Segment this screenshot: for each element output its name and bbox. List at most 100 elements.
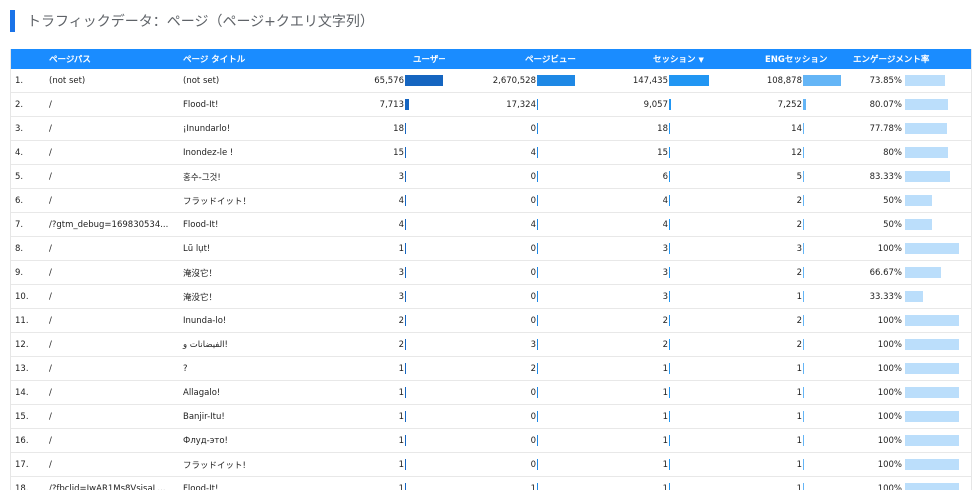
table-row[interactable]: 4. / Inondez-le ! 15 4 15 12 80% (11, 141, 971, 165)
engagement-rate-cell-wrap: 80% (843, 141, 969, 164)
table-row[interactable]: 15. / Banjir-Itu! 1 0 1 1 100% (11, 405, 971, 429)
users-cell: 1 (313, 453, 445, 477)
table-row[interactable]: 14. / Allagalo! 1 0 1 1 100% (11, 381, 971, 405)
users-bar (405, 315, 406, 326)
users-cell-wrap: 1 (313, 381, 443, 404)
table-row[interactable]: 2. / Flood-It! 7,713 17,324 9,057 7,252 80.07% (11, 93, 971, 117)
pageviews-bar (537, 387, 538, 398)
engagement-rate-bar-track (905, 195, 959, 206)
pageviews-cell: 4 (445, 213, 577, 237)
engagement-rate-bar-track (905, 411, 959, 422)
engagement-rate-value: 50% (883, 195, 902, 206)
eng-cell-wrap: 1 (711, 357, 841, 380)
table-row[interactable]: 18. /?fbclid=IwAR1Ms8VsisaL... Flood-It! 1 1… (11, 477, 971, 490)
eng-cell: 2 (711, 261, 843, 285)
sessions-bar-track (669, 483, 709, 490)
pageviews-cell-wrap: 0 (445, 189, 575, 212)
table-row[interactable]: 9. / 淹沒它！ 3 0 3 2 66.67% (11, 261, 971, 285)
eng-cell: 1 (711, 477, 843, 490)
table-row[interactable]: 12. / الفيضانات و! 2 3 2 2 100% (11, 333, 971, 357)
users-bar (405, 123, 406, 134)
engagement-rate-cell: 77.78% (843, 117, 971, 141)
sessions-cell-wrap: 1 (577, 405, 709, 428)
eng-bar-track (803, 195, 841, 206)
pageviews-cell-wrap: 0 (445, 309, 575, 332)
engagement-rate-cell-wrap: 100% (843, 309, 969, 332)
engagement-rate-value: 100% (877, 315, 902, 326)
sessions-cell: 3 (577, 237, 711, 261)
page-path-cell: / (49, 339, 52, 350)
sessions-value: 9,057 (643, 99, 668, 110)
engagement-rate-bar-track (905, 123, 959, 134)
eng-cell-wrap: 12 (711, 141, 841, 164)
table-row[interactable]: 8. / Lũ lụt! 1 0 3 3 100% (11, 237, 971, 261)
eng-value: 1 (796, 435, 802, 446)
table-row[interactable]: 17. / フラッドイット! 1 0 1 1 100% (11, 453, 971, 477)
engagement-rate-cell-wrap: 73.85% (843, 69, 969, 92)
column-header-page-path[interactable]: ページパス (49, 55, 91, 65)
users-value: 1 (398, 243, 404, 254)
column-header-users[interactable]: ユーザー (313, 49, 445, 69)
column-header-sessions[interactable]: セッション ▼ (577, 49, 711, 69)
table-row[interactable]: 3. / ¡Inundarlo! 18 0 18 14 77.78% (11, 117, 971, 141)
pageviews-bar-track (537, 171, 575, 182)
table-row[interactable]: 13. /? 1 2 1 1 100% (11, 357, 971, 381)
table-row[interactable]: 10. / 淹没它！ 3 0 3 1 33.33% (11, 285, 971, 309)
eng-bar (803, 411, 804, 422)
pageviews-value: 4 (530, 219, 536, 230)
table-row[interactable]: 6. / フラッドイット！ 4 0 4 2 50% (11, 189, 971, 213)
eng-value: 2 (796, 315, 802, 326)
engagement-rate-value: 100% (877, 411, 902, 422)
table-row[interactable]: 16. / Флуд-это! 1 0 1 1 100% (11, 429, 971, 453)
sessions-bar (669, 459, 670, 470)
sessions-value: 4 (662, 195, 668, 206)
engagement-rate-bar (905, 315, 959, 326)
users-cell-wrap: 4 (313, 213, 443, 236)
table-row[interactable]: 11. / Inunda-lo! 2 0 2 2 100% (11, 309, 971, 333)
users-cell: 18 (313, 117, 445, 141)
users-cell: 7,713 (313, 93, 445, 117)
row-index: 18. (15, 483, 29, 490)
pageviews-value: 0 (530, 267, 536, 278)
engagement-rate-cell-wrap: 66.67% (843, 261, 969, 284)
column-header-eng-sessions[interactable]: ENGセッション (711, 49, 843, 69)
sessions-bar-track (669, 315, 709, 326)
users-bar (405, 435, 406, 446)
pageviews-bar (537, 243, 538, 254)
pageviews-value: 0 (530, 195, 536, 206)
eng-bar (803, 99, 806, 110)
sessions-value: 1 (662, 363, 668, 374)
row-index: 9. (15, 267, 24, 278)
sessions-cell-wrap: 1 (577, 453, 709, 476)
engagement-rate-bar (905, 459, 959, 470)
pageviews-bar (537, 363, 538, 374)
sessions-cell-wrap: 6 (577, 165, 709, 188)
users-bar (405, 171, 406, 182)
eng-bar (803, 339, 804, 350)
engagement-rate-cell: 73.85% (843, 69, 971, 93)
column-header-index (11, 49, 45, 69)
eng-value: 1 (796, 387, 802, 398)
pageviews-bar-track (537, 267, 575, 278)
sessions-bar-track (669, 267, 709, 278)
engagement-rate-value: 100% (877, 339, 902, 350)
table-row[interactable]: 1. (not set) (not set) 65,576 2,670,528 147,4… (11, 69, 971, 93)
sessions-value: 147,435 (632, 75, 668, 86)
eng-cell-wrap: 2 (711, 333, 841, 356)
table-row[interactable]: 7. /?gtm_debug=169830534... Flood-It! 4 4 4 2 5… (11, 213, 971, 237)
column-header-engagement-rate[interactable]: エンゲージメント率 (843, 49, 971, 69)
column-header-page-title[interactable]: ページ タイトル (183, 55, 246, 65)
table-row[interactable]: 5. / 홍수-그것! 3 0 6 5 83.33% (11, 165, 971, 189)
eng-bar-track (803, 459, 841, 470)
engagement-rate-cell: 100% (843, 309, 971, 333)
pageviews-cell: 0 (445, 165, 577, 189)
pageviews-cell: 0 (445, 261, 577, 285)
column-header-eng-sessions-label: ENGセッション (765, 55, 828, 65)
traffic-table: ページパス ページ タイトル ユーザー ページビュー セッション ▼ ENGセッシ… (11, 49, 971, 490)
table-header-row: ページパス ページ タイトル ユーザー ページビュー セッション ▼ ENGセッシ… (11, 49, 971, 69)
engagement-rate-cell: 80.07% (843, 93, 971, 117)
sessions-value: 3 (662, 243, 668, 254)
eng-cell: 2 (711, 333, 843, 357)
column-header-pageviews[interactable]: ページビュー (445, 49, 577, 69)
pageviews-value: 2,670,528 (492, 75, 536, 86)
